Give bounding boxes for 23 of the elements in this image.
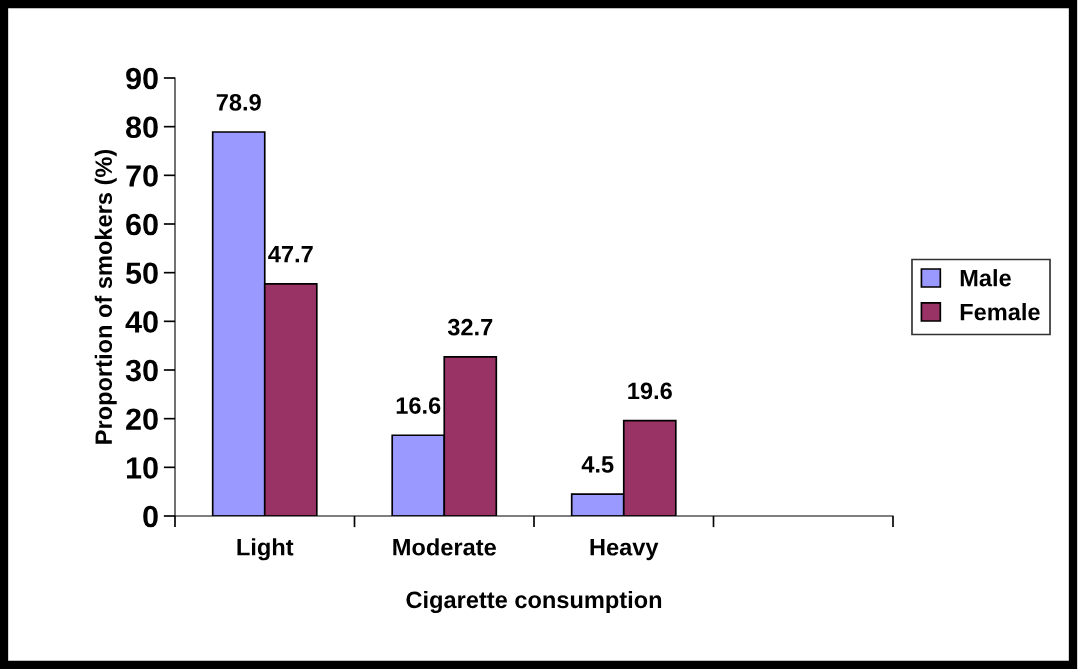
y-tick-label: 60 <box>126 213 158 236</box>
y-tick-label: 10 <box>126 457 158 479</box>
legend-label: Male <box>960 269 1011 287</box>
y-tick-label: 30 <box>125 359 158 382</box>
y-tick-label: 70 <box>126 165 158 187</box>
data-label: 19.6 <box>628 382 672 400</box>
legend-label: Female <box>960 303 1040 321</box>
x-tick-label: Light <box>237 538 294 561</box>
y-axis-title: Proportion of smokers (%) <box>94 149 117 444</box>
y-tick-label: 40 <box>125 311 158 333</box>
y-tick-label: 20 <box>126 408 158 431</box>
x-axis-title: Cigarette consumption <box>406 590 662 613</box>
data-label: 16.6 <box>396 397 441 414</box>
data-label: 78.9 <box>216 93 261 111</box>
data-label: 4.5 <box>581 456 614 473</box>
y-tick-label: 90 <box>126 67 158 90</box>
x-tick-label: Heavy <box>590 539 659 561</box>
y-tick-label: 80 <box>126 116 158 139</box>
x-tick-label: Moderate <box>393 538 496 556</box>
y-tick-label: 0 <box>143 505 158 528</box>
y-tick-label: 50 <box>125 262 158 285</box>
data-label: 47.7 <box>268 246 313 263</box>
data-label: 32.7 <box>447 318 493 336</box>
